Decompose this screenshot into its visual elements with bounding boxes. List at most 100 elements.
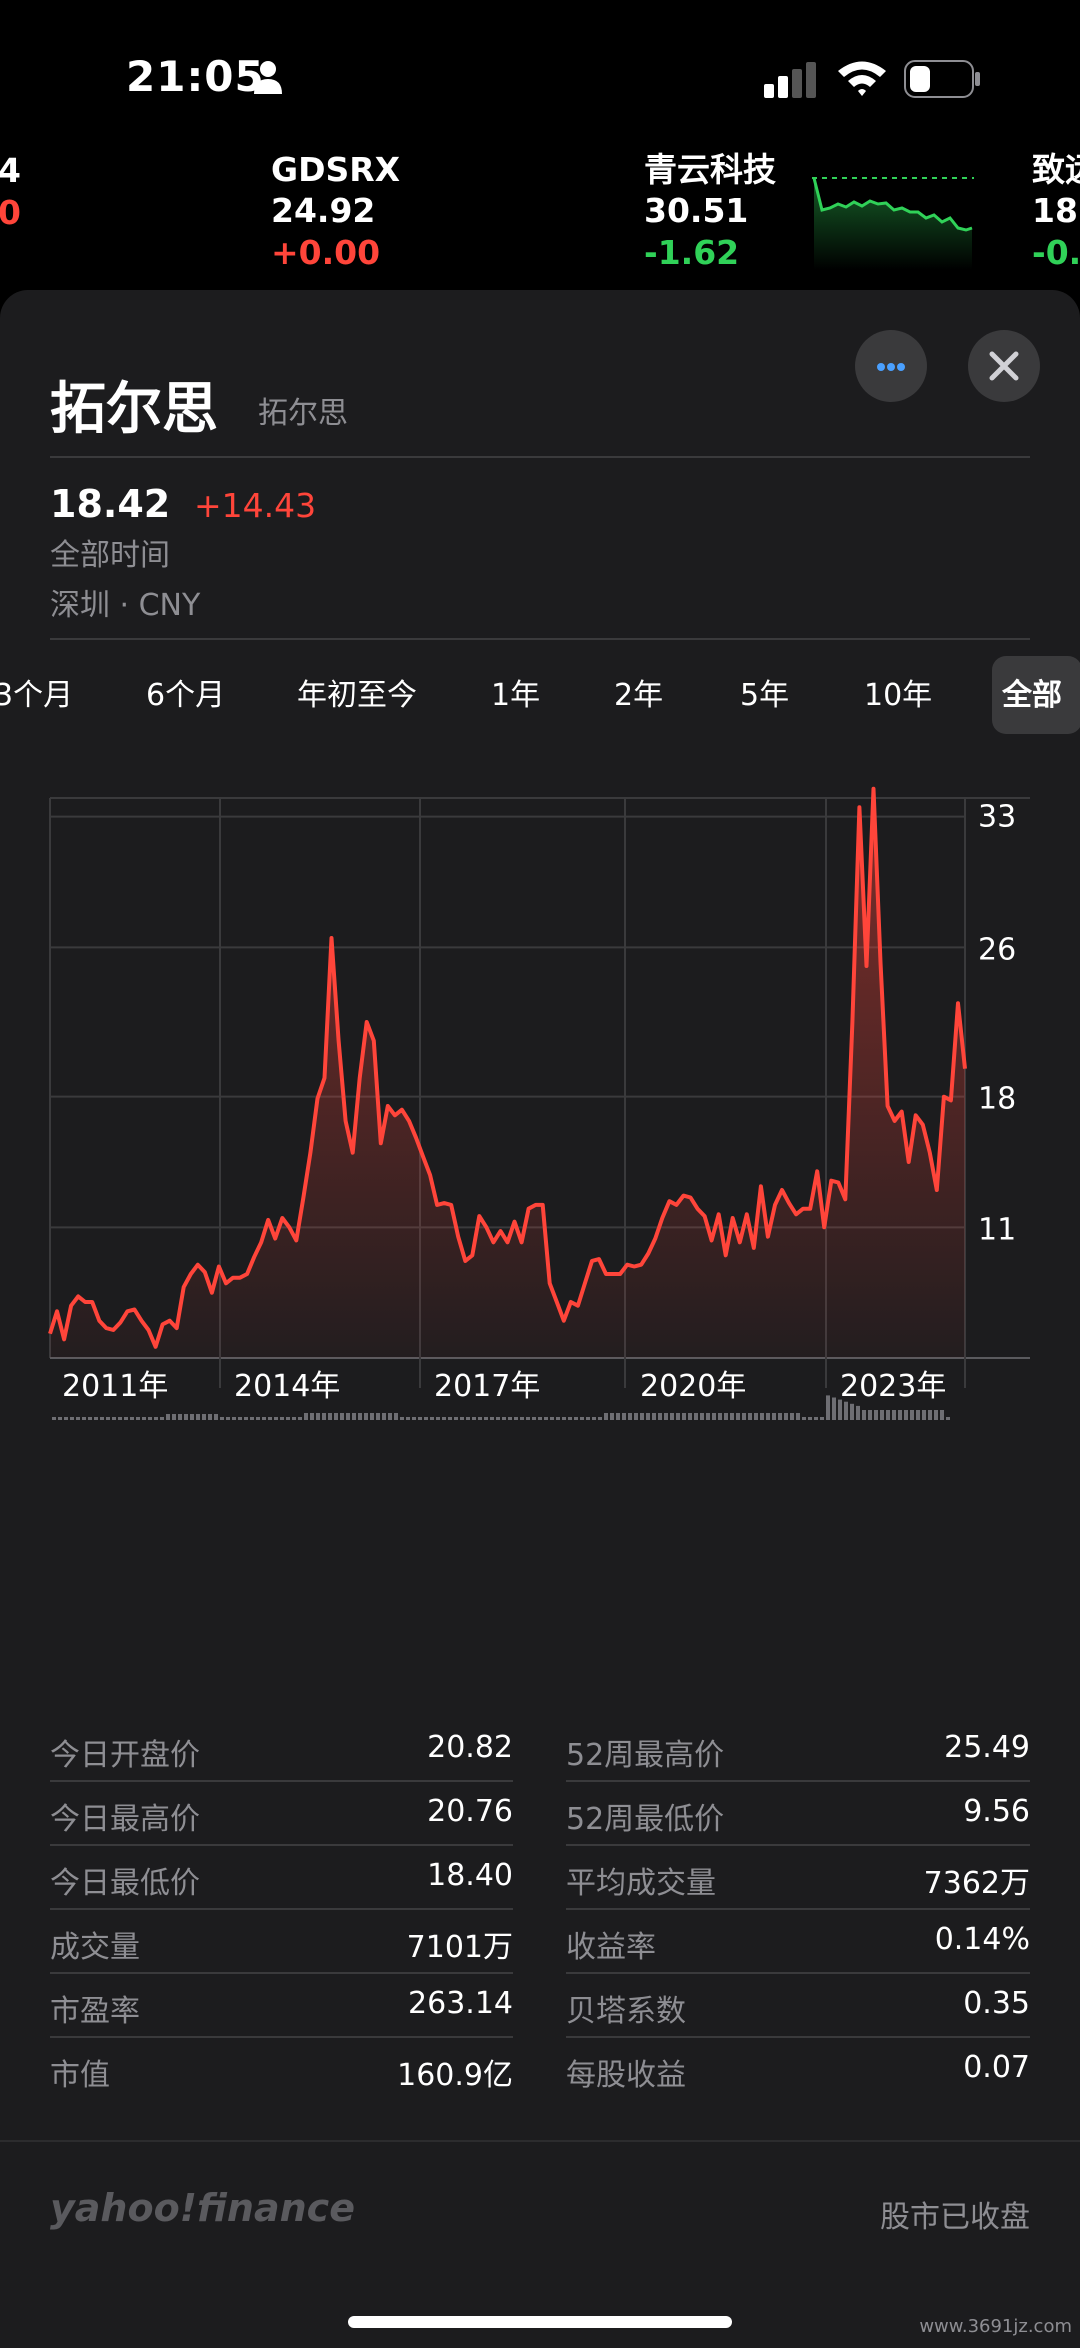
ticker-item[interactable]: 4 0 — [0, 151, 21, 232]
cellular-signal-icon — [764, 62, 816, 98]
more-options-button[interactable] — [855, 330, 927, 402]
volume-bars — [52, 1395, 950, 1420]
volume-bar — [808, 1417, 812, 1420]
volume-bar — [238, 1417, 242, 1420]
stat-label: 成交量 — [50, 1930, 140, 1965]
volume-bar — [484, 1417, 488, 1420]
volume-bar — [802, 1417, 806, 1420]
stat-value: 0.14% — [934, 1922, 1030, 1957]
volume-bar — [382, 1413, 386, 1420]
stat-row: 52周最低价 9.56 — [566, 1784, 1030, 1846]
current-price: 18.42 — [50, 482, 171, 526]
volume-bar — [874, 1410, 878, 1420]
ticker-change: -1.62 — [644, 233, 740, 272]
volume-bar — [736, 1413, 740, 1420]
volume-bar — [928, 1410, 932, 1420]
stock-title: 拓尔思 — [50, 377, 218, 442]
stock-subtitle: 拓尔思 — [258, 396, 348, 431]
ticker-change: +0.00 — [271, 233, 381, 272]
header-divider — [50, 456, 1030, 458]
volume-bar — [148, 1417, 152, 1420]
stock-detail-sheet: 拓尔思 拓尔思 18.42 +14.43 全部时间 深圳 · CNY 3个月 6… — [0, 290, 1080, 2348]
tab-2-years[interactable]: 2年 — [614, 678, 664, 713]
volume-bar — [232, 1417, 236, 1420]
stat-label: 今日最低价 — [50, 1866, 200, 1901]
tab-6-months[interactable]: 6个月 — [146, 678, 226, 713]
stat-divider — [50, 2036, 513, 2038]
volume-bar — [784, 1413, 788, 1420]
volume-bar — [448, 1417, 452, 1420]
volume-bar — [538, 1417, 542, 1420]
volume-bar — [814, 1417, 818, 1420]
volume-bar — [880, 1410, 884, 1420]
volume-bar — [748, 1413, 752, 1420]
volume-bar — [832, 1397, 836, 1420]
ticker-item[interactable]: GDSRX 24.92 +0.00 — [271, 150, 400, 274]
volume-bar — [112, 1417, 116, 1420]
volume-bar — [598, 1417, 602, 1420]
volume-bar — [58, 1417, 62, 1420]
stat-row: 今日最高价 20.76 — [50, 1784, 513, 1846]
ticker-sparkline — [812, 177, 974, 270]
ticker-item[interactable]: 青云科技 30.51 -1.62 — [644, 150, 776, 274]
volume-bar — [886, 1410, 890, 1420]
info-divider — [50, 638, 1030, 640]
status-bar: 21:05 — [0, 0, 1080, 150]
volume-bar — [286, 1417, 290, 1420]
volume-bar — [304, 1413, 308, 1420]
stat-row: 平均成交量 7362万 — [566, 1848, 1030, 1910]
home-indicator[interactable] — [348, 2316, 732, 2328]
price-chart[interactable]: 2011年 2014年 2017年 2020年 2023年 33 26 18 11 — [0, 730, 1080, 1450]
volume-bar — [268, 1417, 272, 1420]
tab-10-years[interactable]: 10年 — [864, 678, 933, 713]
volume-bar — [400, 1417, 404, 1420]
stat-divider — [50, 1844, 513, 1846]
yahoo-finance-logo[interactable]: yahoo!finance — [50, 2186, 355, 2230]
volume-bar — [916, 1410, 920, 1420]
volume-bar — [904, 1410, 908, 1420]
stat-row: 今日最低价 18.40 — [50, 1848, 513, 1910]
stat-label: 今日最高价 — [50, 1802, 200, 1837]
volume-bar — [868, 1410, 872, 1420]
volume-bar — [664, 1413, 668, 1420]
volume-bar — [520, 1417, 524, 1420]
volume-bar — [52, 1417, 56, 1420]
stat-row: 市盈率 263.14 — [50, 1976, 513, 2038]
volume-bar — [424, 1417, 428, 1420]
volume-bar — [610, 1413, 614, 1420]
volume-bar — [328, 1413, 332, 1420]
stat-row: 52周最高价 25.49 — [566, 1720, 1030, 1782]
close-button[interactable] — [968, 330, 1040, 402]
volume-bar — [712, 1413, 716, 1420]
tab-ytd[interactable]: 年初至今 — [297, 678, 417, 713]
stat-divider — [566, 1972, 1030, 1974]
ticker-item[interactable]: 致远 18 -0. — [1032, 150, 1080, 272]
volume-bar — [100, 1417, 104, 1420]
tab-3-months[interactable]: 3个月 — [0, 678, 74, 713]
volume-bar — [412, 1417, 416, 1420]
stat-divider — [50, 1908, 513, 1910]
battery-icon — [904, 60, 980, 98]
volume-bar — [406, 1417, 410, 1420]
volume-bar — [136, 1417, 140, 1420]
tab-5-years[interactable]: 5年 — [740, 678, 790, 713]
tab-1-year[interactable]: 1年 — [491, 678, 541, 713]
stat-label: 贝塔系数 — [566, 1994, 686, 2029]
stock-ticker-strip[interactable]: 4 0 GDSRX 24.92 +0.00 青云科技 30.51 -1.62 致… — [0, 150, 1080, 290]
volume-bar — [670, 1413, 674, 1420]
volume-bar — [526, 1417, 530, 1420]
stat-label: 52周最高价 — [566, 1738, 725, 1773]
volume-bar — [358, 1413, 362, 1420]
chart-area-fill — [50, 788, 965, 1358]
volume-bar — [436, 1417, 440, 1420]
volume-bar — [160, 1417, 164, 1420]
tab-all[interactable]: 全部 — [992, 656, 1080, 734]
close-icon — [989, 351, 1019, 381]
volume-bar — [820, 1417, 824, 1420]
volume-bar — [934, 1410, 938, 1420]
volume-bar — [184, 1414, 188, 1420]
stat-divider — [566, 1844, 1030, 1846]
volume-bar — [250, 1417, 254, 1420]
volume-bar — [190, 1414, 194, 1420]
stat-label: 52周最低价 — [566, 1802, 725, 1837]
